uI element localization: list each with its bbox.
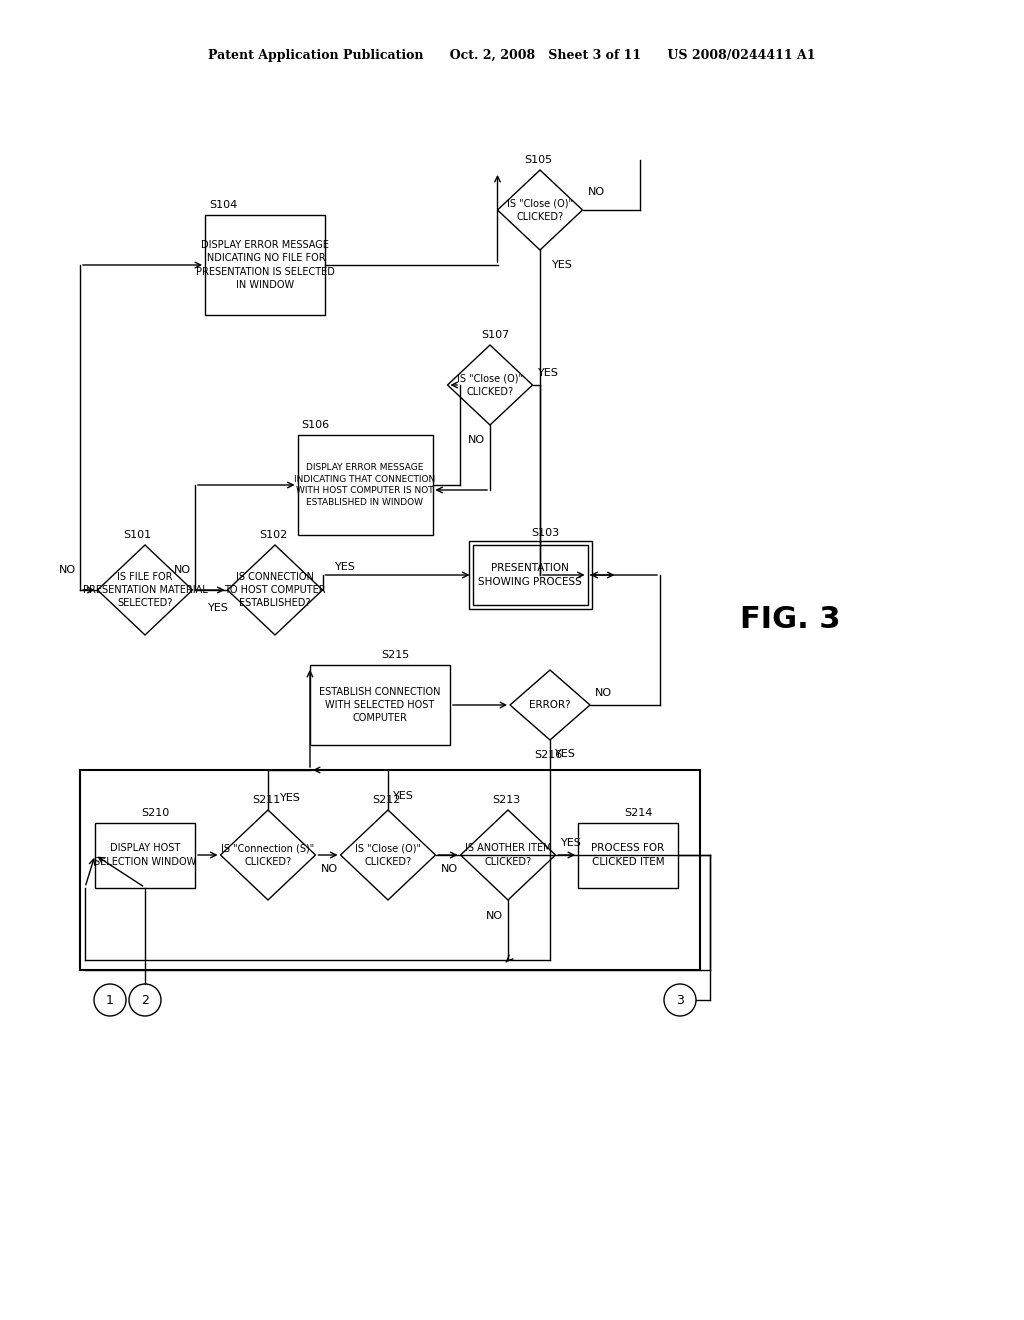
Text: IS "Close (O)"
CLICKED?: IS "Close (O)" CLICKED? <box>355 843 421 867</box>
Circle shape <box>94 983 126 1016</box>
Text: FIG. 3: FIG. 3 <box>739 606 841 635</box>
Text: DISPLAY ERROR MESSAGE
INDICATING NO FILE FOR
PRESENTATION IS SELECTED
IN WINDOW: DISPLAY ERROR MESSAGE INDICATING NO FILE… <box>196 240 335 290</box>
Bar <box>80 770 700 970</box>
Text: NO: NO <box>440 865 458 874</box>
Text: YES: YES <box>538 368 558 378</box>
Text: DISPLAY HOST
SELECTION WINDOW: DISPLAY HOST SELECTION WINDOW <box>94 843 197 867</box>
Text: S214: S214 <box>624 808 652 818</box>
Text: S213: S213 <box>492 795 520 805</box>
Text: YES: YES <box>335 562 355 572</box>
Text: S103: S103 <box>530 528 559 539</box>
Bar <box>472 545 588 605</box>
Text: NO: NO <box>468 436 485 445</box>
Text: S105: S105 <box>524 154 552 165</box>
Bar <box>95 822 195 887</box>
Text: 2: 2 <box>141 994 148 1006</box>
Text: IS "Connection (S)"
CLICKED?: IS "Connection (S)" CLICKED? <box>221 843 314 867</box>
Text: NO: NO <box>485 911 503 921</box>
Circle shape <box>664 983 696 1016</box>
Text: YES: YES <box>208 603 228 612</box>
Text: S107: S107 <box>481 330 509 341</box>
Polygon shape <box>227 545 323 635</box>
Text: YES: YES <box>555 748 575 759</box>
Bar <box>298 436 432 535</box>
Text: NO: NO <box>321 865 338 874</box>
Text: IS CONNECTION
TO HOST COMPUTER
ESTABLISHED?: IS CONNECTION TO HOST COMPUTER ESTABLISH… <box>224 572 326 609</box>
Polygon shape <box>447 345 532 425</box>
Text: Patent Application Publication      Oct. 2, 2008   Sheet 3 of 11      US 2008/02: Patent Application Publication Oct. 2, 2… <box>208 49 816 62</box>
Circle shape <box>129 983 161 1016</box>
Text: S216: S216 <box>534 750 562 760</box>
Text: IS FILE FOR
PRESENTATION MATERIAL
SELECTED?: IS FILE FOR PRESENTATION MATERIAL SELECT… <box>83 572 208 609</box>
Text: S212: S212 <box>372 795 400 805</box>
Text: S210: S210 <box>141 808 169 818</box>
Text: ESTABLISH CONNECTION
WITH SELECTED HOST
COMPUTER: ESTABLISH CONNECTION WITH SELECTED HOST … <box>319 686 440 723</box>
Polygon shape <box>498 170 583 249</box>
Text: S215: S215 <box>381 649 410 660</box>
Polygon shape <box>510 671 590 741</box>
Bar <box>578 822 678 887</box>
Text: IS "Close (O)"
CLICKED?: IS "Close (O)" CLICKED? <box>507 198 573 222</box>
Text: S106: S106 <box>301 420 329 430</box>
Text: NO: NO <box>58 565 76 576</box>
Text: YES: YES <box>280 793 301 803</box>
Text: NO: NO <box>174 565 191 576</box>
Text: YES: YES <box>393 791 414 801</box>
Text: IS ANOTHER ITEM
CLICKED?: IS ANOTHER ITEM CLICKED? <box>465 843 551 867</box>
Polygon shape <box>220 810 315 900</box>
Text: IS "Close (O)"
CLICKED?: IS "Close (O)" CLICKED? <box>457 374 523 396</box>
Bar <box>310 665 450 744</box>
Text: YES: YES <box>560 838 582 847</box>
Text: 3: 3 <box>676 994 684 1006</box>
Text: S104: S104 <box>209 201 238 210</box>
Polygon shape <box>97 545 193 635</box>
Text: 1: 1 <box>106 994 114 1006</box>
Text: PRESENTATION
SHOWING PROCESS: PRESENTATION SHOWING PROCESS <box>478 564 582 586</box>
Polygon shape <box>341 810 435 900</box>
Text: NO: NO <box>595 688 612 698</box>
Bar <box>469 541 592 609</box>
Text: YES: YES <box>552 260 572 271</box>
Text: NO: NO <box>588 187 604 197</box>
Text: PROCESS FOR
CLICKED ITEM: PROCESS FOR CLICKED ITEM <box>592 843 665 867</box>
Polygon shape <box>461 810 555 900</box>
Text: S101: S101 <box>123 531 152 540</box>
Text: ERROR?: ERROR? <box>529 700 570 710</box>
Text: DISPLAY ERROR MESSAGE
INDICATING THAT CONNECTION
WITH HOST COMPUTER IS NOT
ESTAB: DISPLAY ERROR MESSAGE INDICATING THAT CO… <box>294 463 435 507</box>
Text: S102: S102 <box>259 531 287 540</box>
Text: S211: S211 <box>252 795 281 805</box>
Bar <box>205 215 325 315</box>
